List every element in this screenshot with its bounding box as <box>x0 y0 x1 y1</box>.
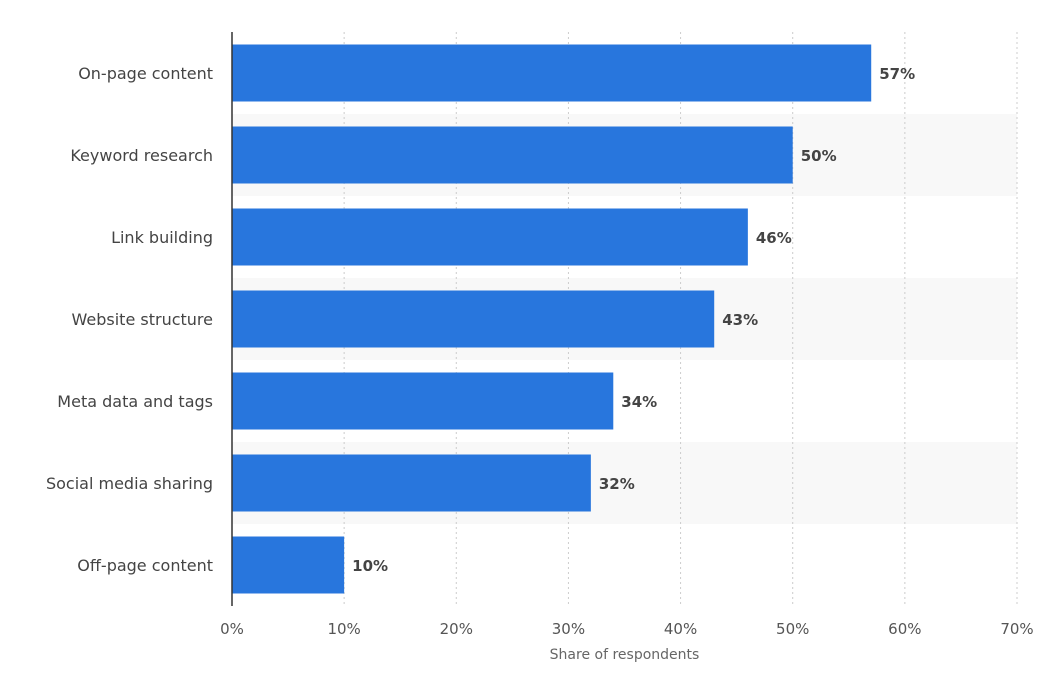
x-axis-title: Share of respondents <box>550 647 700 663</box>
x-tick-label: 30% <box>552 620 585 638</box>
value-label: 10% <box>352 557 388 575</box>
x-tick-label: 0% <box>220 620 244 638</box>
category-label: On-page content <box>78 64 213 83</box>
x-tick-label: 70% <box>1000 620 1033 638</box>
bar <box>232 290 715 348</box>
x-axis-ticks: 0% 10% 20% 30% 40% 50% 60% 70% <box>220 620 1034 638</box>
x-tick-label: 60% <box>888 620 921 638</box>
x-tick-label: 50% <box>776 620 809 638</box>
value-label: 57% <box>879 65 915 83</box>
category-labels: On-page content Keyword research Link buil… <box>46 64 213 575</box>
x-tick-label: 20% <box>440 620 473 638</box>
bar <box>232 454 591 512</box>
category-label: Link building <box>111 228 213 247</box>
category-label: Off-page content <box>77 556 213 575</box>
bar <box>232 536 345 594</box>
value-label: 43% <box>722 311 758 329</box>
value-label: 50% <box>801 147 837 165</box>
value-label: 34% <box>621 393 657 411</box>
category-label: Website structure <box>72 310 213 329</box>
bar <box>232 44 872 102</box>
x-tick-label: 40% <box>664 620 697 638</box>
bar <box>232 126 793 184</box>
x-tick-label: 10% <box>327 620 360 638</box>
value-label: 32% <box>599 475 635 493</box>
category-label: Keyword research <box>70 146 213 165</box>
category-label: Social media sharing <box>46 474 213 493</box>
value-labels: 57% 50% 46% 43% 34% 32% 10% <box>352 65 915 575</box>
value-label: 46% <box>756 229 792 247</box>
bar <box>232 208 748 266</box>
category-label: Meta data and tags <box>57 392 213 411</box>
bar <box>232 372 614 430</box>
bars <box>232 44 872 594</box>
